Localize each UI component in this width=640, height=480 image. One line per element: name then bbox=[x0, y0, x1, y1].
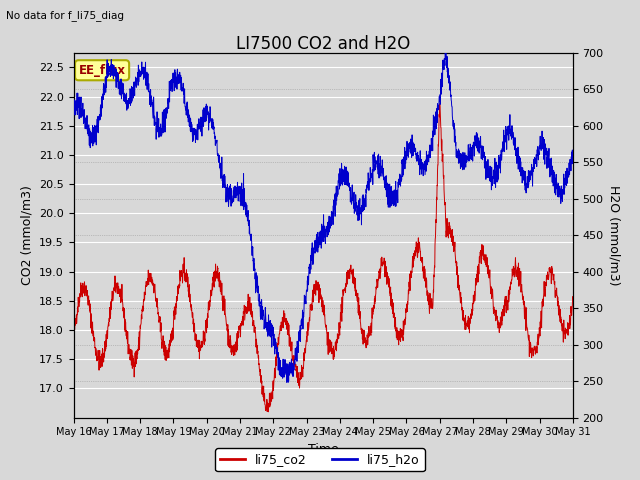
Y-axis label: H2O (mmol/m3): H2O (mmol/m3) bbox=[607, 185, 620, 286]
Text: EE_flux: EE_flux bbox=[79, 64, 125, 77]
Y-axis label: CO2 (mmol/m3): CO2 (mmol/m3) bbox=[20, 185, 33, 285]
Title: LI7500 CO2 and H2O: LI7500 CO2 and H2O bbox=[236, 35, 410, 53]
Legend: li75_co2, li75_h2o: li75_co2, li75_h2o bbox=[215, 448, 425, 471]
X-axis label: Time: Time bbox=[308, 443, 339, 456]
Text: No data for f_li75_diag: No data for f_li75_diag bbox=[6, 10, 124, 21]
